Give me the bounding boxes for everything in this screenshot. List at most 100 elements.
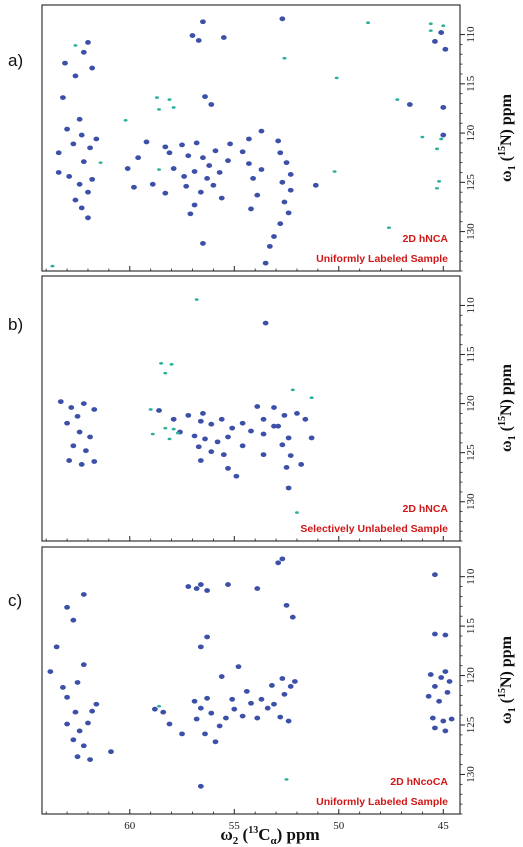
peak-c-27 — [76, 728, 83, 734]
peak-a-101 — [157, 168, 162, 171]
peak-b-34 — [214, 439, 221, 445]
peak-b-58 — [163, 426, 168, 430]
peak-a-38 — [76, 181, 83, 187]
peak-c-62 — [264, 705, 271, 711]
y-tick-label-b-3: 125 — [465, 444, 477, 461]
y-title-omega-a: ω — [498, 170, 515, 182]
peak-c-41 — [204, 695, 211, 701]
peak-c-0 — [275, 560, 282, 566]
peak-a-30 — [64, 126, 70, 132]
peak-a-57 — [204, 175, 211, 181]
peak-a-15 — [62, 60, 68, 66]
peak-a-67 — [191, 202, 198, 208]
peak-c-74 — [425, 693, 432, 699]
peak-c-68 — [157, 704, 162, 708]
y-title-main-c: N — [498, 676, 515, 688]
peak-c-47 — [223, 715, 229, 721]
peak-a-0 — [279, 16, 286, 22]
panel-letter-a: a) — [8, 51, 23, 70]
peak-a-17 — [89, 65, 96, 71]
peak-b-38 — [220, 452, 227, 458]
peak-a-21 — [167, 98, 172, 101]
peak-b-33 — [202, 436, 208, 442]
peak-c-24 — [93, 701, 100, 707]
peak-c-79 — [448, 716, 455, 722]
peak-a-71 — [246, 136, 252, 142]
peak-c-30 — [74, 754, 81, 760]
peak-b-51 — [287, 453, 294, 459]
peak-a-11 — [428, 29, 433, 32]
peak-b-27 — [239, 420, 246, 426]
peak-c-31 — [87, 757, 93, 763]
peak-c-5 — [197, 582, 204, 587]
peak-c-35 — [151, 706, 158, 712]
peak-c-64 — [285, 718, 292, 724]
peak-c-73 — [444, 689, 451, 695]
peak-b-32 — [191, 433, 198, 439]
panel-b: b) 110 115 120 125 130 2D hNCA Selectively U… — [8, 275, 477, 542]
peak-c-4 — [204, 588, 211, 593]
experiment-label-b: 2D hNCA — [402, 503, 448, 515]
peak-b-53 — [298, 462, 305, 467]
peak-a-49 — [179, 142, 185, 148]
peak-a-77 — [248, 206, 254, 212]
peak-a-86 — [285, 210, 292, 216]
y-title-sup-a: 15 — [497, 146, 508, 156]
peak-c-38 — [179, 731, 185, 737]
peak-c-54 — [248, 700, 254, 706]
peak-a-56 — [181, 174, 188, 179]
peak-c-61 — [271, 701, 277, 707]
peak-c-72 — [432, 684, 438, 689]
peak-b-0 — [194, 298, 199, 301]
peak-c-12 — [289, 614, 296, 620]
peak-c-70 — [438, 675, 445, 680]
y-title-open-b: ( — [498, 426, 515, 435]
peak-a-5 — [189, 33, 196, 38]
tick-group-a: 110 115 120 125 130 — [45, 26, 477, 272]
peak-c-59 — [291, 679, 298, 684]
peak-b-56 — [308, 435, 315, 441]
peak-c-23 — [64, 694, 70, 700]
peak-a-103 — [50, 264, 55, 268]
peak-a-48 — [166, 150, 173, 156]
peak-a-59 — [210, 182, 217, 188]
peak-c-52 — [235, 664, 242, 670]
peak-c-81 — [442, 728, 449, 734]
x-tick-label-0: 60 — [124, 820, 136, 832]
peak-a-76 — [254, 192, 261, 198]
peak-a-93 — [420, 135, 425, 139]
peak-a-46 — [162, 144, 169, 150]
peak-a-78 — [258, 128, 265, 134]
peak-a-65 — [162, 190, 169, 196]
peak-a-72 — [239, 149, 246, 155]
peak-b-28 — [248, 428, 254, 434]
peak-b-54 — [285, 485, 292, 491]
peak-b-39 — [197, 458, 204, 463]
x-title-open: ( — [238, 825, 248, 844]
y-title-open-c: ( — [498, 698, 515, 707]
x-tick-labels: 60 55 50 45 — [124, 820, 449, 832]
peak-c-11 — [70, 617, 77, 623]
peak-a-32 — [70, 141, 77, 147]
peak-a-37 — [66, 174, 73, 179]
peak-a-98 — [435, 186, 440, 190]
y-title-omega-b: ω — [498, 440, 515, 452]
peak-a-73 — [246, 161, 252, 167]
peak-a-50 — [185, 153, 192, 159]
peak-b-36 — [195, 444, 202, 450]
peak-a-52 — [200, 155, 206, 161]
peak-c-46 — [212, 739, 219, 745]
x-axis-title: ω2 (13Cα) ppm — [220, 825, 319, 847]
peak-a-91 — [131, 184, 137, 190]
peak-c-20 — [74, 680, 81, 685]
peak-c-40 — [197, 705, 204, 711]
peak-a-100 — [98, 161, 103, 164]
y-tick-label-b-4: 130 — [465, 493, 477, 510]
y-tick-label-c-1: 115 — [465, 618, 477, 635]
peak-c-80 — [432, 725, 438, 731]
peak-a-41 — [78, 205, 85, 211]
peak-b-37 — [208, 449, 215, 455]
peak-a-88 — [271, 234, 277, 239]
peak-c-77 — [429, 715, 436, 721]
peak-a-51 — [193, 140, 200, 146]
